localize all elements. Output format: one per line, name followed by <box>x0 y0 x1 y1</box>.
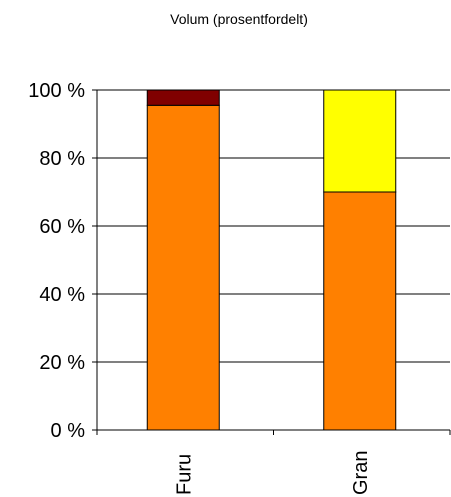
bars <box>147 90 396 430</box>
y-tick-label: 60 % <box>39 216 85 238</box>
category-labels: Furu Gran <box>173 451 372 495</box>
axes <box>92 90 450 435</box>
y-tick-label: 80 % <box>39 148 85 170</box>
bar-furu-segment-2 <box>147 90 219 105</box>
y-tick-label: 40 % <box>39 284 85 306</box>
x-category-label-furu: Furu <box>173 454 195 495</box>
bar-gran-segment-1 <box>324 90 396 192</box>
y-tick-label: 20 % <box>39 352 85 374</box>
x-category-label-gran: Gran <box>350 451 372 495</box>
y-tick-labels: 0 % 20 % 40 % 60 % 80 % 100 % <box>28 80 85 442</box>
y-tick-label: 0 % <box>51 420 86 442</box>
chart-title: Volum (prosentfordelt) <box>170 11 308 27</box>
bar-furu-segment-0 <box>147 105 219 430</box>
bar-gran-segment-0 <box>324 192 396 430</box>
y-tick-label: 100 % <box>28 80 85 102</box>
